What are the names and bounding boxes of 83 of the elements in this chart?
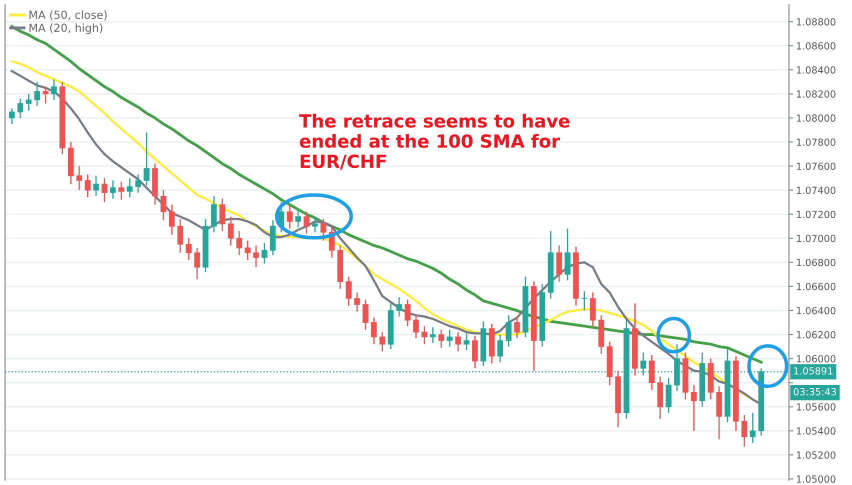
- candlestick: [430, 326, 436, 344]
- y-tick-label: 1.06600: [796, 282, 836, 290]
- candlestick: [312, 216, 318, 233]
- candlestick: [741, 414, 748, 448]
- candlestick: [8, 108, 15, 125]
- candlestick: [286, 205, 293, 230]
- candlestick: [464, 332, 470, 351]
- y-tick-label: 1.07600: [796, 162, 836, 170]
- candlestick: [42, 86, 48, 104]
- candlestick: [404, 299, 410, 327]
- candlestick: [26, 93, 32, 112]
- candlestick: [110, 180, 116, 200]
- candlestick: [590, 292, 596, 328]
- candlestick: [422, 326, 428, 345]
- candlestick: [581, 290, 588, 312]
- candlestick: [194, 247, 200, 280]
- y-tick-label: 1.05000: [796, 475, 836, 483]
- candlestick: [84, 174, 90, 198]
- candlestick: [34, 81, 40, 107]
- candlestick: [750, 412, 756, 444]
- candlestick: [666, 377, 672, 414]
- y-tick-label: 1.06400: [796, 306, 836, 314]
- candlestick: [438, 329, 444, 348]
- ref-line-label: 1.05891: [794, 367, 832, 375]
- candlestick: [253, 244, 259, 268]
- y-tick-label: 1.06000: [796, 355, 836, 362]
- y-tick-label: 1.06200: [796, 331, 836, 338]
- candlestick: [126, 178, 133, 198]
- candlestick: [76, 165, 82, 191]
- candlestick: [17, 98, 24, 119]
- candlestick: [354, 292, 360, 312]
- y-tick-label: 1.08600: [796, 42, 836, 50]
- candlestick: [262, 242, 268, 264]
- candlestick: [102, 178, 108, 203]
- candlestick: [144, 132, 150, 186]
- candlestick: [118, 181, 124, 200]
- annotation: The retrace seems to have ended at the 100 SMA for EUR/CHF: [299, 114, 570, 170]
- candlestick: [690, 384, 697, 432]
- candlestick: [346, 276, 352, 306]
- candlestick: [295, 208, 301, 228]
- candlestick: [648, 354, 655, 391]
- y-tick-label: 1.05400: [796, 427, 836, 435]
- candlestick: [497, 334, 504, 363]
- y-tick-label: 1.07800: [796, 138, 836, 146]
- legend-label: MA (20, high): [30, 23, 102, 34]
- candlestick: [93, 175, 99, 197]
- candlestick: [472, 335, 478, 369]
- y-tick-label: 1.07000: [796, 234, 836, 242]
- candlestick: [168, 204, 175, 236]
- text: 03:35:43: [794, 388, 836, 396]
- y-tick-label: 1.07400: [796, 186, 836, 194]
- candlestick: [135, 174, 142, 194]
- candlestick: [371, 317, 377, 345]
- y-tick-label: 1.07200: [796, 210, 836, 218]
- candlestick: [244, 240, 250, 261]
- candlestick: [514, 316, 520, 339]
- candlestick: [413, 314, 419, 339]
- candlestick: [304, 211, 310, 234]
- candlestick: [362, 299, 368, 330]
- candlestick: [186, 238, 192, 261]
- candlestick: [396, 296, 402, 318]
- y-tick-label: 1.05200: [796, 451, 836, 459]
- candlestick: [177, 218, 184, 254]
- y-tick-label: 1.08800: [796, 18, 836, 26]
- candlestick: [228, 216, 234, 246]
- candlestick: [564, 228, 570, 282]
- candlestick: [455, 332, 461, 352]
- legend-label: MA (50, close): [30, 10, 107, 20]
- candlestick: [211, 196, 217, 233]
- y-tick-label: 1.05600: [796, 403, 836, 411]
- candlestick: [446, 329, 453, 348]
- candlestick: [506, 314, 512, 348]
- candlestick: [556, 244, 562, 282]
- y-tick-label: 1.08400: [796, 66, 836, 74]
- y-tick-label: 1.08200: [796, 90, 836, 98]
- candlestick: [219, 198, 226, 232]
- y-tick-label: 1.06800: [796, 258, 836, 266]
- candlestick: [320, 218, 326, 242]
- candlestick: [379, 332, 386, 352]
- y-tick-label: 1.08000: [796, 114, 836, 122]
- candlestick: [236, 230, 242, 256]
- candlestick: [160, 190, 166, 221]
- candlestick: [51, 78, 57, 101]
